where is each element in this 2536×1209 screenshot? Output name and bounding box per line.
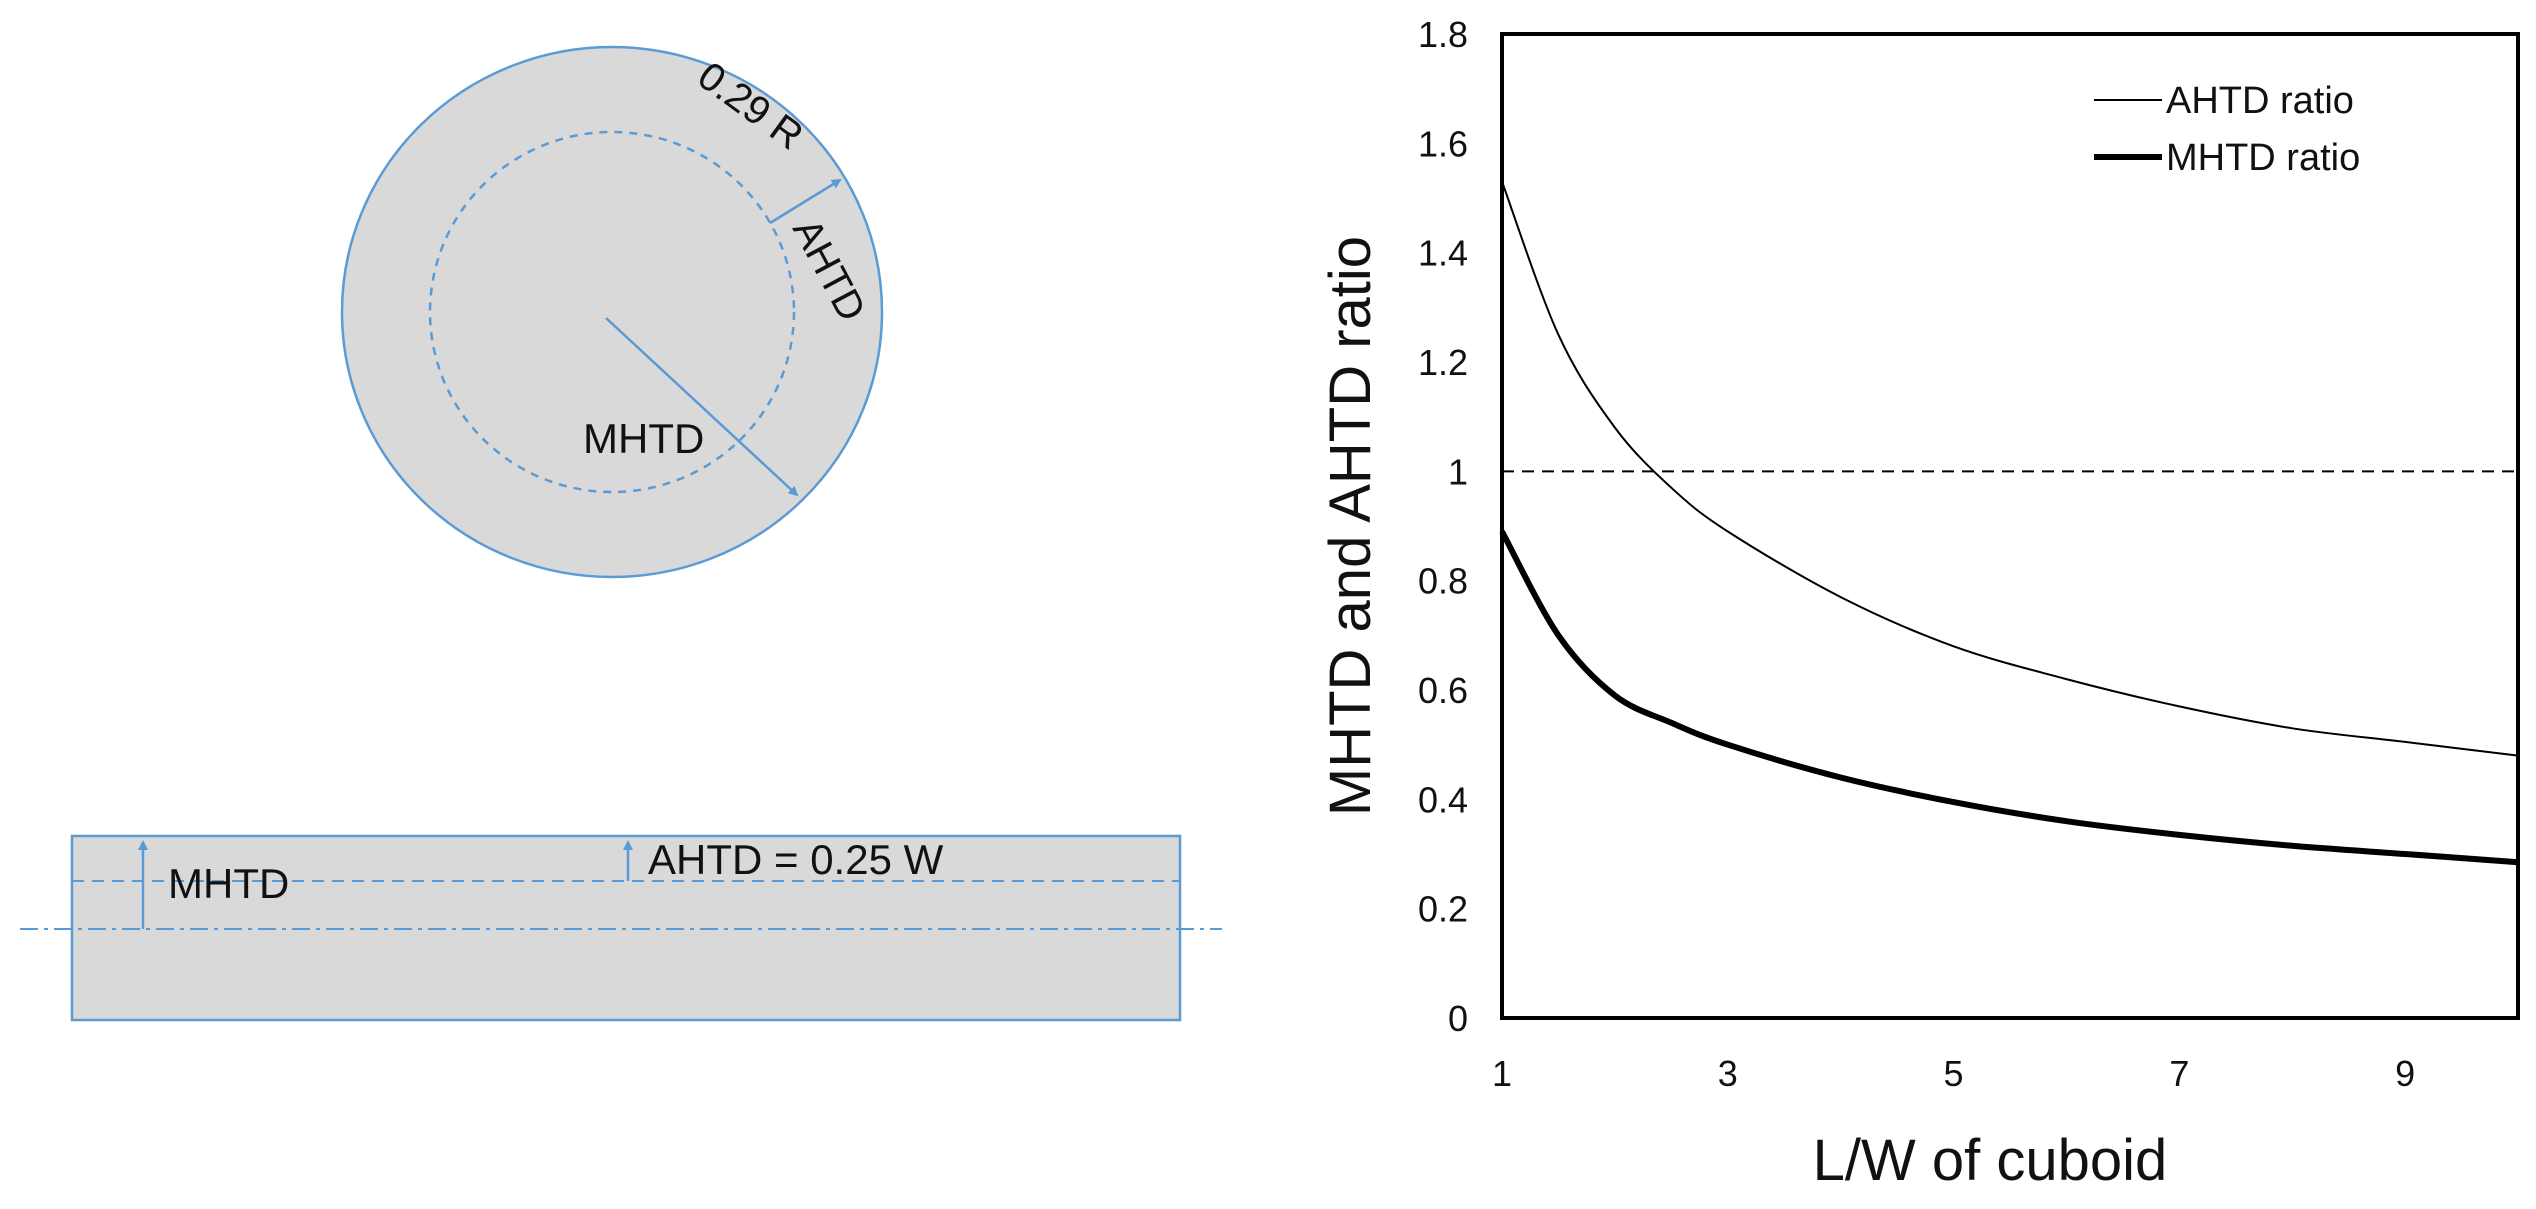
- x-axis-ticks: 1 3 5 7 9: [1492, 1053, 2415, 1094]
- y-tick-label: 1: [1448, 451, 1468, 492]
- plot-frame: [1500, 32, 2520, 1020]
- circle-diagram: 0.29 R AHTD MHTD: [340, 45, 884, 579]
- y-tick-label: 0.4: [1418, 779, 1468, 820]
- outer-circle: [340, 45, 884, 579]
- y-tick-label: 1.8: [1418, 14, 1468, 55]
- x-tick-label: 5: [1944, 1053, 1964, 1094]
- x-tick-label: 3: [1718, 1053, 1738, 1094]
- circle-mhtd-label: MHTD: [583, 415, 704, 462]
- legend-label-ahtd: AHTD ratio: [2166, 80, 2354, 122]
- y-tick-label: 0.6: [1418, 670, 1468, 711]
- y-tick-label: 0: [1448, 998, 1468, 1039]
- y-tick-label: 0.8: [1418, 561, 1468, 602]
- mhtd-radius-arrow: [605, 317, 799, 497]
- chart: 0 0.2 0.4 0.6 0.8 1 1.2 1.4 1.6 1.8 1 3 5 7 9 L/W of …: [1318, 14, 2520, 1193]
- slab-diagram: MHTD AHTD = 0.25 W: [20, 834, 1222, 1022]
- y-tick-label: 1.2: [1418, 342, 1468, 383]
- series-line-mhtd: [1499, 530, 2519, 866]
- inner-dashed-circle: [428, 130, 796, 494]
- x-tick-label: 9: [2395, 1053, 2415, 1094]
- x-axis-title: L/W of cuboid: [1813, 1128, 2168, 1193]
- x-tick-label: 7: [2169, 1053, 2189, 1094]
- y-tick-label: 0.2: [1418, 889, 1468, 930]
- y-axis-title: MHTD and AHTD ratio: [1318, 236, 1383, 816]
- legend-label-mhtd: MHTD ratio: [2166, 137, 2360, 179]
- legend: AHTD ratio MHTD ratio: [2094, 80, 2360, 179]
- slab-ahtd-label: AHTD = 0.25 W: [648, 836, 944, 883]
- y-tick-label: 1.6: [1418, 123, 1468, 164]
- slab-mhtd-label: MHTD: [168, 860, 289, 907]
- ahtd-gap-arrow: [769, 178, 842, 225]
- y-axis-ticks: 0 0.2 0.4 0.6 0.8 1 1.2 1.4 1.6 1.8: [1418, 14, 1468, 1039]
- y-tick-label: 1.4: [1418, 233, 1468, 274]
- series-layer: [1499, 181, 2519, 866]
- x-tick-label: 1: [1492, 1053, 1512, 1094]
- series-line-ahtd: [1501, 181, 2519, 757]
